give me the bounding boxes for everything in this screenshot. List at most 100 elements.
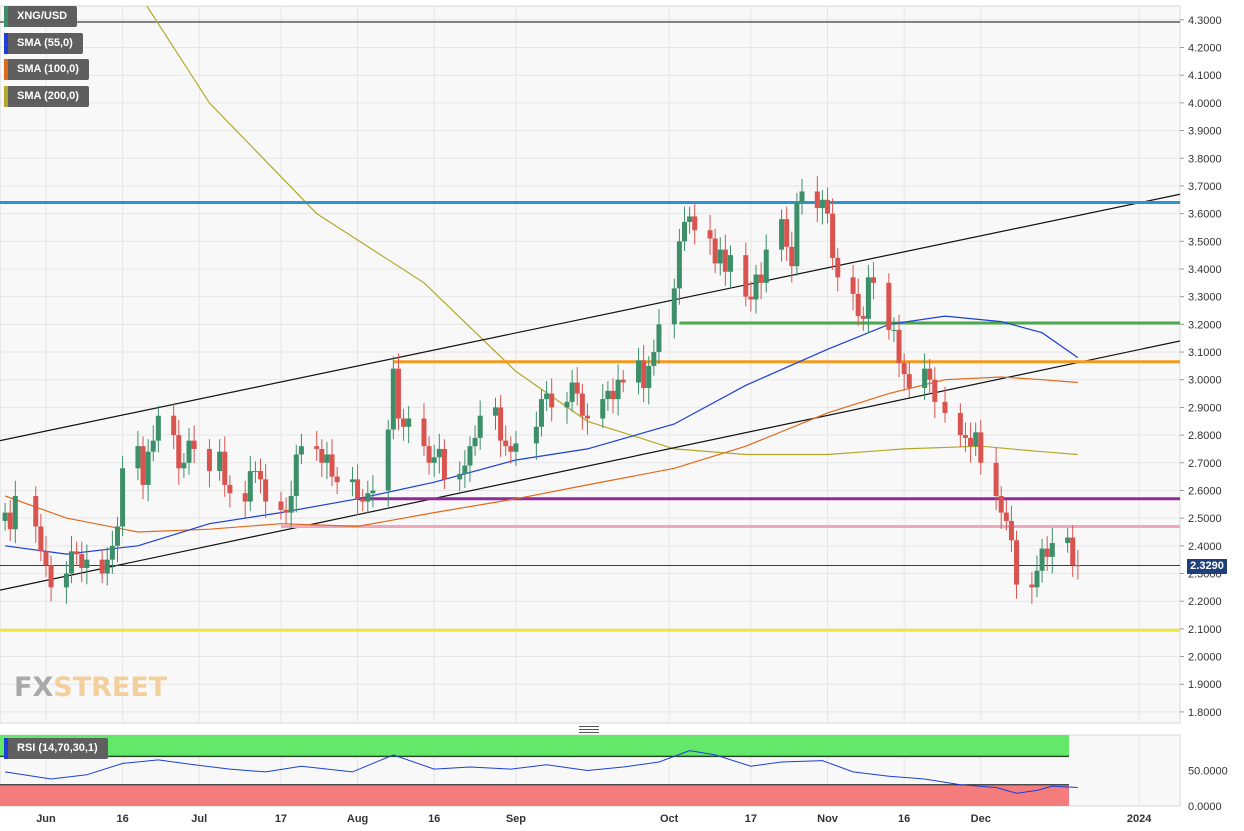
- candle: [835, 248, 841, 292]
- candle-body: [186, 440, 192, 463]
- x-tick-label: Sep: [506, 813, 526, 825]
- candle-body: [467, 446, 473, 466]
- candle: [676, 228, 682, 305]
- candle-body: [799, 191, 805, 203]
- candle-body: [620, 379, 626, 383]
- candle: [1044, 536, 1050, 572]
- legend-sma-55: SMA (55,0): [4, 33, 83, 54]
- candle: [620, 370, 626, 393]
- candle: [492, 397, 498, 430]
- candle-body: [329, 454, 335, 477]
- candle-body: [406, 418, 412, 427]
- x-tick-label: 16: [116, 813, 128, 825]
- candle-body: [671, 288, 677, 325]
- candle: [692, 203, 698, 245]
- candle-body: [181, 462, 187, 469]
- y-tick-label: 3.2000: [1188, 319, 1222, 331]
- y-tick-label: 2.7000: [1188, 458, 1222, 470]
- candle-body: [564, 401, 570, 408]
- candle-body: [784, 219, 790, 247]
- candle-body: [615, 379, 621, 400]
- candle-body: [993, 462, 999, 496]
- legend-sma-100: SMA (100,0): [4, 59, 89, 80]
- y-tick-label: 3.6000: [1188, 209, 1222, 221]
- candle-body: [150, 440, 156, 452]
- candle: [206, 439, 212, 488]
- candle-body: [646, 365, 652, 389]
- candle-body: [12, 495, 18, 530]
- y-tick-label: 3.5000: [1188, 236, 1222, 248]
- legend-swatch: [4, 6, 8, 27]
- candle: [145, 439, 151, 502]
- legend-sma-200: SMA (200,0): [4, 86, 89, 107]
- candle: [1070, 525, 1076, 578]
- candle: [1029, 572, 1035, 604]
- candle-body: [7, 512, 13, 530]
- candle: [360, 489, 366, 512]
- candle: [222, 436, 228, 497]
- candle-body: [610, 390, 616, 400]
- candle-body: [477, 415, 483, 438]
- legend-xngusd: XNG/USD: [4, 6, 78, 27]
- y-tick-label: 2.5000: [1188, 513, 1222, 525]
- candle-body: [825, 199, 831, 214]
- candle-body: [74, 551, 80, 555]
- pane-resize-handle[interactable]: [579, 726, 599, 733]
- candle: [927, 358, 933, 394]
- candle-body: [135, 446, 141, 469]
- candle: [789, 231, 795, 283]
- candle: [278, 491, 284, 520]
- candle-body: [370, 490, 376, 494]
- y-tick-label: 2.1000: [1188, 624, 1222, 636]
- y-tick-label: 4.1000: [1188, 70, 1222, 82]
- candle-body: [283, 509, 289, 513]
- candle-body: [656, 324, 662, 353]
- legend-label: SMA (100,0): [17, 63, 79, 75]
- candle-body: [227, 484, 233, 494]
- candle: [636, 347, 642, 395]
- candle: [421, 403, 427, 456]
- candle: [288, 480, 294, 527]
- candle-body: [906, 374, 912, 389]
- candle-body: [242, 493, 248, 502]
- candle-body: [43, 551, 49, 566]
- candle: [753, 264, 759, 314]
- candles: [2, 176, 1081, 604]
- candle: [533, 411, 539, 460]
- candle: [99, 549, 105, 584]
- candle: [896, 314, 902, 378]
- candle: [217, 439, 223, 481]
- candle: [579, 383, 585, 430]
- candle-body: [814, 191, 820, 209]
- y-tick-label: 3.0000: [1188, 375, 1222, 387]
- candle-body: [120, 468, 126, 527]
- x-tick-label: Jun: [36, 813, 56, 825]
- candle: [114, 516, 120, 563]
- candle-body: [1049, 543, 1055, 557]
- candle: [513, 430, 519, 466]
- candle-body: [426, 446, 432, 463]
- candle: [324, 442, 330, 480]
- candle-body: [395, 368, 401, 419]
- candle-body: [901, 363, 907, 375]
- y-tick-label: 3.9000: [1188, 126, 1222, 138]
- candle: [385, 419, 391, 507]
- price-plot: [0, 6, 1180, 632]
- candle: [901, 353, 907, 391]
- candle-body: [682, 221, 688, 242]
- candle-body: [508, 446, 514, 452]
- x-tick-label: Jul: [191, 813, 207, 825]
- candle-body: [789, 246, 795, 267]
- candle-body: [743, 255, 749, 297]
- candle: [467, 436, 473, 482]
- candle-body: [104, 559, 110, 574]
- candle: [181, 453, 187, 479]
- candle: [171, 403, 177, 450]
- candle-body: [830, 213, 836, 258]
- candle: [942, 386, 948, 423]
- candle: [48, 555, 54, 602]
- candle-body: [579, 393, 585, 416]
- candle: [1039, 538, 1045, 583]
- candle: [717, 237, 723, 276]
